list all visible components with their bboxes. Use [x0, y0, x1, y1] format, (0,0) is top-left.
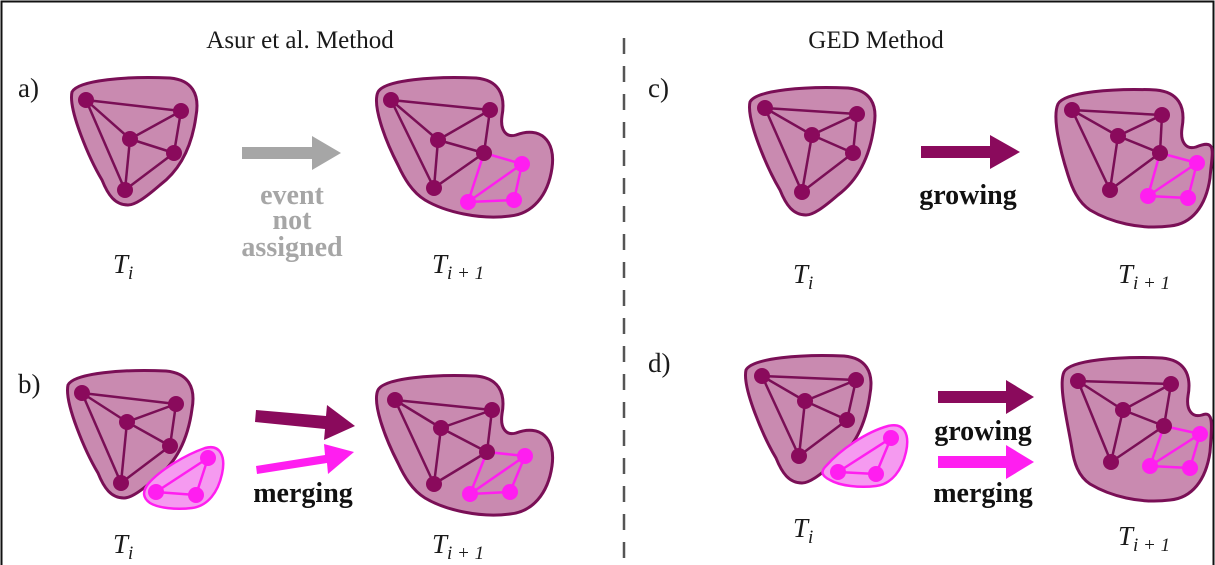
community-before: [66, 369, 195, 500]
event-arrow-bright: [256, 444, 354, 474]
community-before: [70, 76, 199, 207]
community-small: [821, 423, 909, 488]
community-nodes: [78, 92, 189, 198]
time-label-before: Ti: [113, 249, 133, 284]
time-label-before: Ti: [793, 513, 813, 548]
event-label: growing: [919, 180, 1017, 211]
event-label-merging: merging: [933, 478, 1033, 509]
panel-label-a: a): [18, 73, 39, 103]
event-label-growing: growing: [934, 416, 1032, 447]
panel-a: event not assigned: [70, 76, 555, 284]
panel-b: merging: [66, 369, 555, 564]
event-arrow-grey: [242, 136, 341, 170]
event-label-line2: not: [273, 205, 313, 236]
community-before: [748, 86, 877, 217]
header-right: GED Method: [808, 27, 944, 54]
community-after: [1054, 88, 1214, 229]
event-arrow-dark: [921, 135, 1020, 169]
time-label-before: Ti: [793, 259, 813, 294]
event-arrow-dark: [255, 405, 355, 440]
time-label-after: Ti + 1: [432, 529, 484, 564]
header-left: Asur et al. Method: [206, 27, 394, 54]
community-after: [375, 76, 555, 219]
panel-c: growing: [748, 86, 1214, 294]
panel-label-c: c): [648, 73, 669, 103]
community-after: [1060, 356, 1214, 503]
event-arrow-bright: [938, 445, 1034, 479]
time-label-after: Ti + 1: [432, 249, 484, 284]
event-label-line3: assigned: [241, 232, 343, 263]
event-label: merging: [253, 478, 353, 509]
panel-label-d: d): [648, 348, 671, 378]
event-arrow-dark: [938, 380, 1034, 414]
time-label-before: Ti: [113, 529, 133, 564]
panel-d: growing merging: [744, 354, 1214, 556]
community-after: [375, 374, 555, 517]
event-label-line1: event: [260, 180, 324, 211]
time-label-after: Ti + 1: [1118, 259, 1170, 294]
community-small: [142, 445, 225, 511]
panel-label-b: b): [18, 369, 41, 399]
time-label-after: Ti + 1: [1118, 521, 1170, 556]
